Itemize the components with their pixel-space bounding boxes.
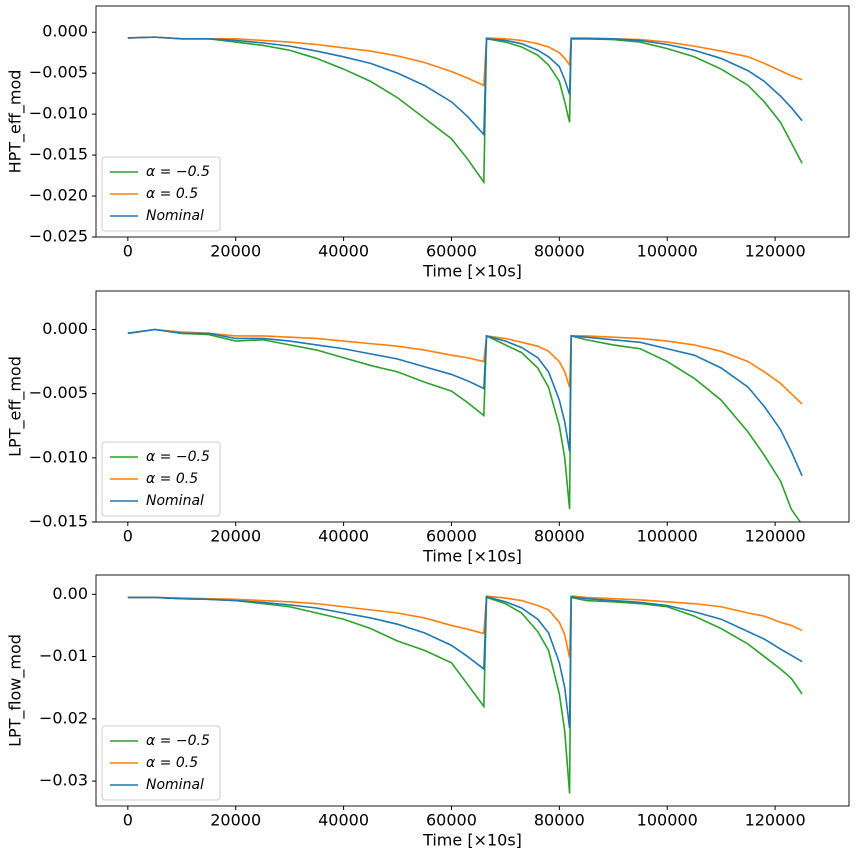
legend-label: Nominal [146, 777, 204, 793]
y-tick-label: −0.015 [29, 145, 88, 164]
x-tick-label: 80000 [534, 527, 585, 546]
y-axis-label: LPT_eff_mod [6, 356, 26, 457]
x-tick-label: 100000 [637, 527, 698, 546]
lines [127, 595, 803, 794]
x-tick-label: 20000 [210, 811, 261, 830]
x-tick-label: 120000 [745, 242, 806, 261]
series-line [127, 328, 802, 522]
x-tick-label: 100000 [637, 811, 698, 830]
legend-label: Nominal [146, 208, 204, 224]
x-tick-label: 60000 [426, 242, 477, 261]
series-line [127, 595, 803, 658]
y-tick-label: −0.025 [29, 227, 88, 246]
y-tick-label: −0.005 [29, 63, 88, 82]
x-axis-label: Time [×10s] [422, 262, 522, 281]
x-tick-label: 60000 [426, 811, 477, 830]
legend-label: α = −0.5 [146, 449, 210, 465]
legend-label: α = 0.5 [146, 755, 198, 771]
x-tick-label: 20000 [210, 527, 261, 546]
lines [127, 328, 803, 522]
legend-box [101, 725, 221, 801]
y-tick-label: 0.00 [52, 584, 88, 603]
subplot: 0 20000 40000 60000 80000 100000 120000 0.00 −0.… [6, 574, 850, 850]
y-tick-label: −0.01 [39, 646, 88, 665]
legend: α = −0.5 α = 0.5 Nominal [101, 725, 221, 801]
series-line [127, 596, 803, 794]
x-tick-label: 0 [123, 527, 133, 546]
y-tick-label: 0.000 [42, 22, 88, 41]
x-tick-label: 40000 [318, 811, 369, 830]
x-tick-label: 80000 [534, 811, 585, 830]
x-axis-label: Time [×10s] [422, 831, 522, 850]
y-tick-label: −0.010 [29, 447, 88, 466]
y-axis-label: LPT_flow_mod [6, 634, 26, 747]
axes-frame [95, 574, 850, 807]
series-line [127, 36, 803, 137]
y-tick-label: −0.010 [29, 104, 88, 123]
legend-label: α = −0.5 [146, 164, 210, 180]
y-axis-label: HPT_eff_mod [6, 70, 26, 174]
subplot: 0 20000 40000 60000 80000 100000 120000 0.000 −0… [6, 290, 850, 566]
x-tick-label: 100000 [637, 242, 698, 261]
x-tick-label: 40000 [318, 527, 369, 546]
legend-label: α = 0.5 [146, 471, 198, 487]
series-line [127, 328, 803, 477]
x-tick-label: 40000 [318, 242, 369, 261]
x-tick-label: 120000 [745, 811, 806, 830]
legend-box [101, 156, 221, 232]
x-axis-label: Time [×10s] [422, 547, 522, 566]
y-tick-label: −0.015 [29, 512, 88, 531]
legend-box [101, 441, 221, 517]
axes-frame [95, 5, 850, 238]
series-line [127, 36, 803, 185]
legend-label: α = −0.5 [146, 733, 210, 749]
y-tick-label: 0.000 [42, 319, 88, 338]
y-tick-label: −0.005 [29, 383, 88, 402]
x-tick-label: 20000 [210, 242, 261, 261]
series-line [127, 328, 803, 405]
legend-label: Nominal [146, 493, 204, 509]
legend-label: α = 0.5 [146, 186, 198, 202]
series-line [127, 595, 803, 729]
series-line [127, 36, 803, 87]
y-tick-label: −0.02 [39, 708, 88, 727]
y-tick-label: −0.03 [39, 771, 88, 790]
x-tick-label: 0 [123, 811, 133, 830]
legend: α = −0.5 α = 0.5 Nominal [101, 156, 221, 232]
y-tick-label: −0.020 [29, 186, 88, 205]
legend: α = −0.5 α = 0.5 Nominal [101, 441, 221, 517]
axes-frame [95, 290, 850, 523]
x-tick-label: 120000 [745, 527, 806, 546]
x-tick-label: 80000 [534, 242, 585, 261]
lines [127, 36, 803, 185]
x-tick-label: 0 [123, 242, 133, 261]
x-tick-label: 60000 [426, 527, 477, 546]
subplot: 0 20000 40000 60000 80000 100000 120000 0.000 −0… [6, 5, 850, 281]
